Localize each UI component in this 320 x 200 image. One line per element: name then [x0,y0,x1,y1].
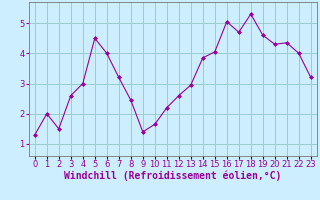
X-axis label: Windchill (Refroidissement éolien,°C): Windchill (Refroidissement éolien,°C) [64,171,282,181]
